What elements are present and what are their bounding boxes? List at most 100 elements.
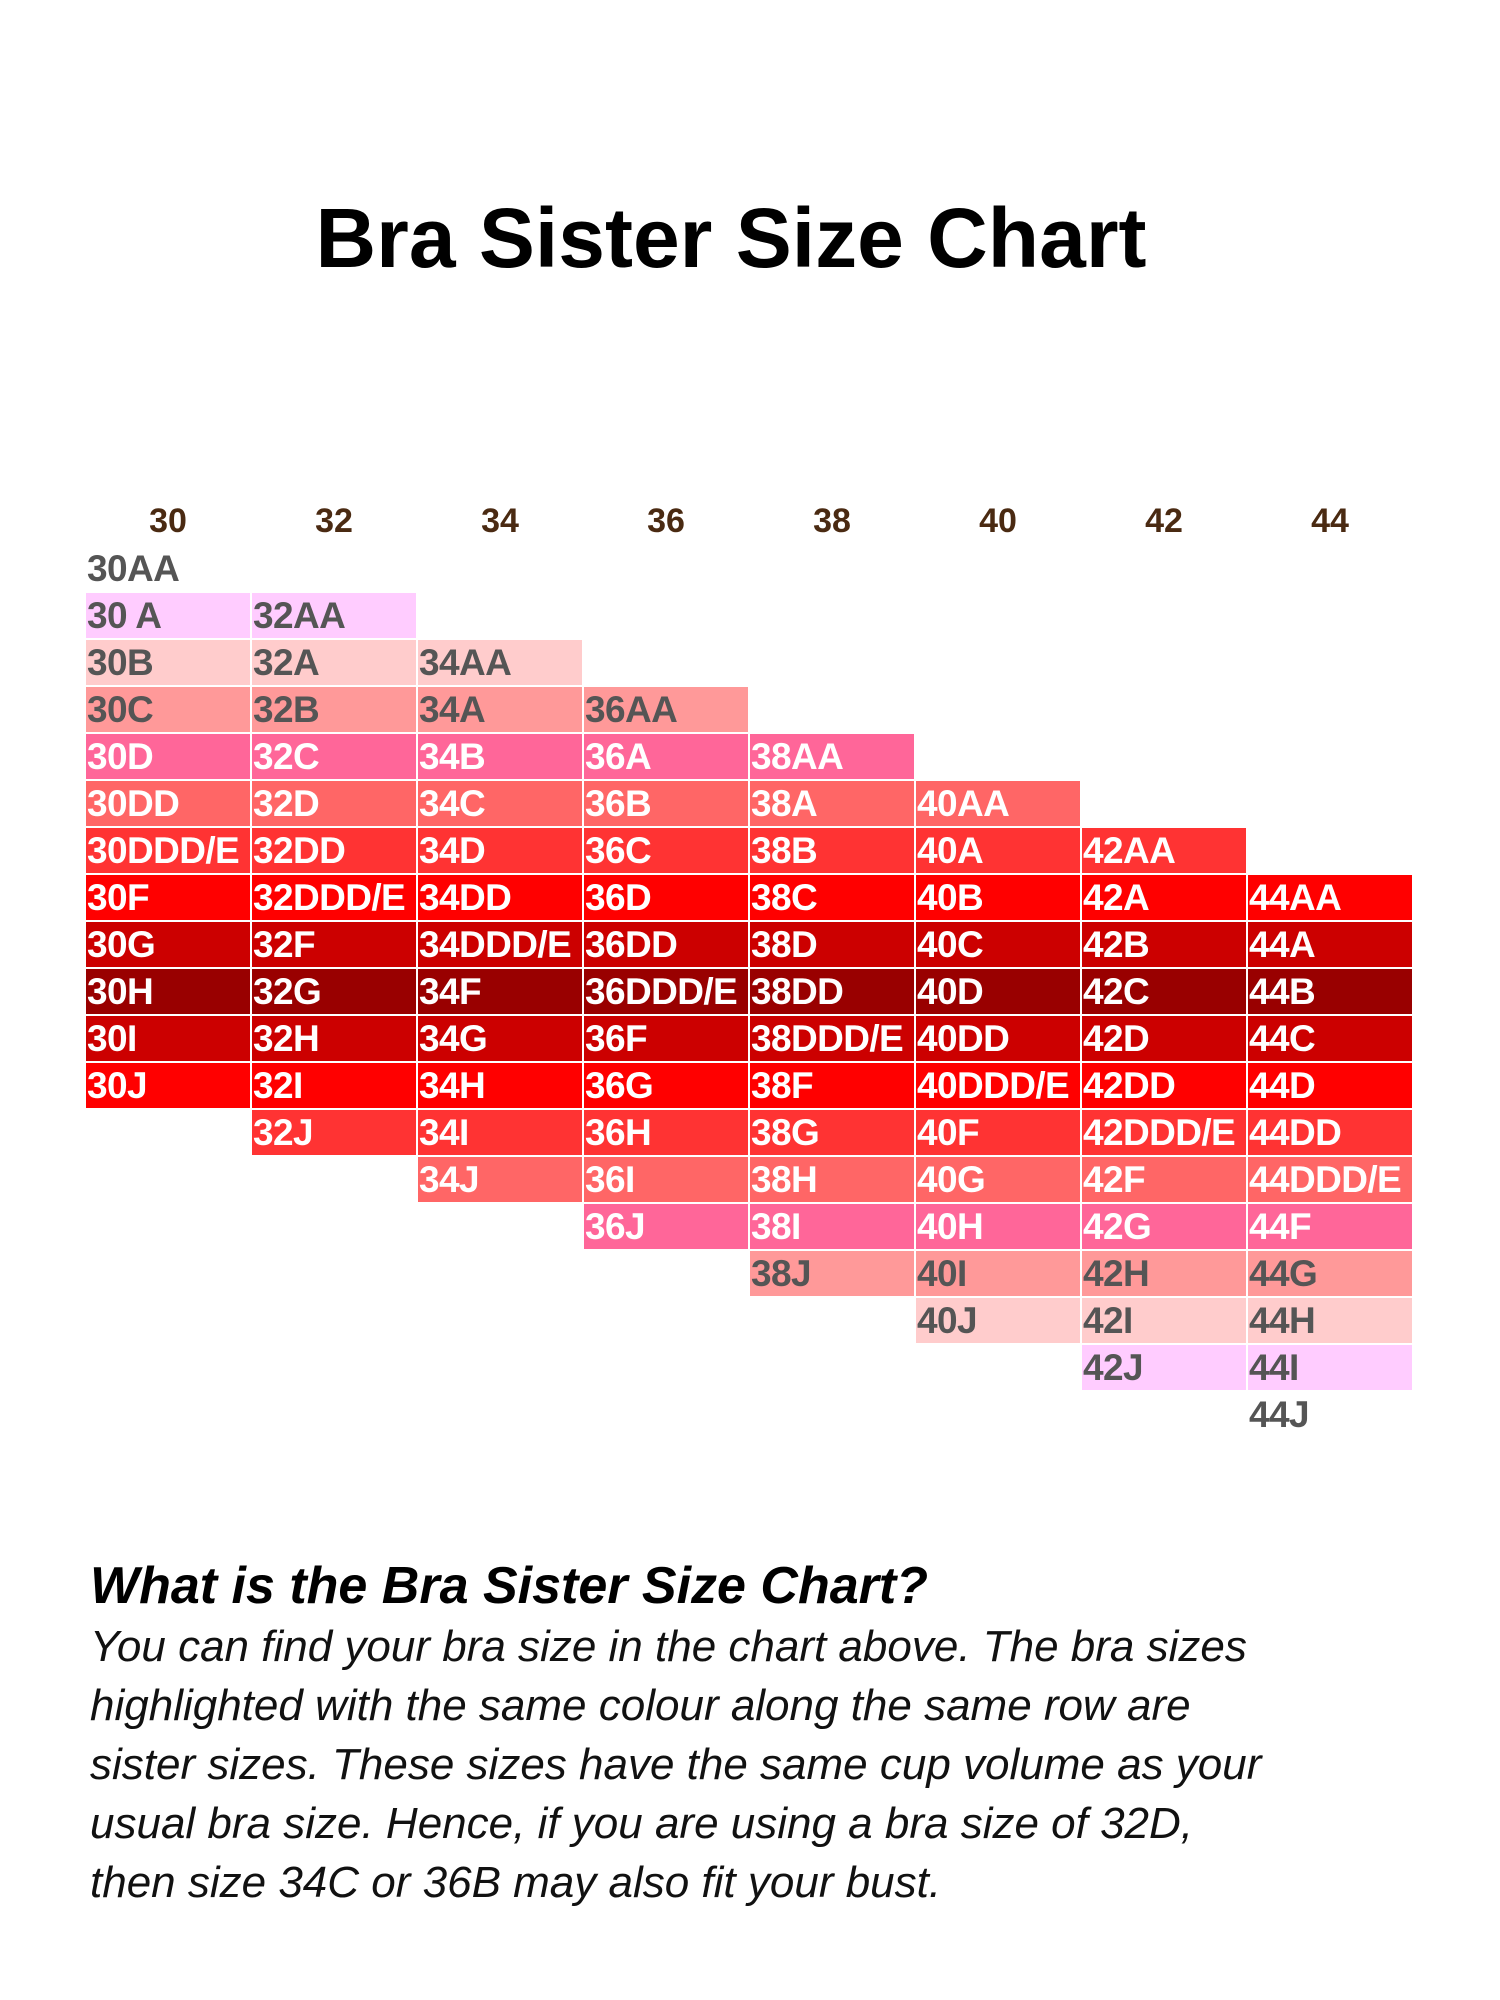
size-cell: 34H [417,1062,583,1109]
size-cell: 30AA [85,545,251,592]
size-cell: 34C [417,780,583,827]
size-cell: 32A [251,639,417,686]
column-header-40: 40 [979,502,1017,540]
size-cell: 30DDD/E [85,827,251,874]
size-cell: 30D [85,733,251,780]
size-cell: 42DD [1081,1062,1247,1109]
size-cell: 38DD [749,968,915,1015]
size-cell: 32I [251,1062,417,1109]
size-cell: 36A [583,733,749,780]
size-cell: 30B [85,639,251,686]
size-cell: 40B [915,874,1081,921]
size-cell: 34I [417,1109,583,1156]
explanation-text: You can find your bra size in the chart … [90,1617,1470,1912]
size-cell: 34A [417,686,583,733]
size-cell: 38G [749,1109,915,1156]
size-cell: 36F [583,1015,749,1062]
size-cell: 42H [1081,1250,1247,1297]
size-cell: 30G [85,921,251,968]
size-cell: 42A [1081,874,1247,921]
size-cell: 38DDD/E [749,1015,915,1062]
size-cell: 34DD [417,874,583,921]
size-cell: 36C [583,827,749,874]
size-cell: 34J [417,1156,583,1203]
size-cell: 38H [749,1156,915,1203]
size-cell: 30F [85,874,251,921]
size-cell: 30 A [85,592,251,639]
size-cell: 40J [915,1297,1081,1344]
size-cell: 36B [583,780,749,827]
size-cell: 38A [749,780,915,827]
size-cell: 40D [915,968,1081,1015]
size-cell: 44G [1247,1250,1413,1297]
size-cell: 44I [1247,1344,1413,1391]
size-cell: 42F [1081,1156,1247,1203]
size-cell: 36I [583,1156,749,1203]
size-cell: 32J [251,1109,417,1156]
size-cell: 42J [1081,1344,1247,1391]
column-header-34: 34 [481,502,519,540]
size-cell: 40H [915,1203,1081,1250]
size-cell: 44H [1247,1297,1413,1344]
size-cell: 40I [915,1250,1081,1297]
column-header-32: 32 [315,502,353,540]
size-cell: 38J [749,1250,915,1297]
size-cell: 44A [1247,921,1413,968]
size-cell: 42DDD/E [1081,1109,1247,1156]
size-cell: 32DDD/E [251,874,417,921]
size-cell: 36G [583,1062,749,1109]
size-cell: 34AA [417,639,583,686]
size-cell: 38B [749,827,915,874]
size-cell: 34DDD/E [417,921,583,968]
size-cell: 34B [417,733,583,780]
size-cell: 36J [583,1203,749,1250]
size-cell: 36DD [583,921,749,968]
size-cell: 30DD [85,780,251,827]
size-cell: 36AA [583,686,749,733]
explanation-line: highlighted with the same colour along t… [90,1681,1191,1730]
size-cell: 38C [749,874,915,921]
size-cell: 32C [251,733,417,780]
size-cell: 30C [85,686,251,733]
column-header-44: 44 [1311,502,1349,540]
size-cell: 40F [915,1109,1081,1156]
column-header-42: 42 [1145,502,1183,540]
size-cell: 40G [915,1156,1081,1203]
size-cell: 40A [915,827,1081,874]
size-cell: 36H [583,1109,749,1156]
size-cell: 36DDD/E [583,968,749,1015]
explanation-line: usual bra size. Hence, if you are using … [90,1799,1194,1848]
size-cell: 38AA [749,733,915,780]
size-cell: 44D [1247,1062,1413,1109]
size-cell: 30I [85,1015,251,1062]
size-cell: 42C [1081,968,1247,1015]
size-cell: 40DD [915,1015,1081,1062]
size-cell: 38F [749,1062,915,1109]
sister-size-table: 30 30AA 30 A 30B 30C 30D 30DD 30DDD/E 30F 30G 30H 3… [85,498,1415,1448]
size-cell: 40C [915,921,1081,968]
size-cell: 42I [1081,1297,1247,1344]
explanation-line: You can find your bra size in the chart … [90,1622,1247,1671]
size-cell: 32F [251,921,417,968]
size-cell: 32H [251,1015,417,1062]
column-header-38: 38 [813,502,851,540]
size-cell: 44AA [1247,874,1413,921]
size-cell: 30H [85,968,251,1015]
size-cell: 34G [417,1015,583,1062]
size-cell: 38D [749,921,915,968]
size-cell: 30J [85,1062,251,1109]
size-cell: 34D [417,827,583,874]
size-cell: 32G [251,968,417,1015]
explanation-line: sister sizes. These sizes have the same … [90,1740,1262,1789]
size-cell: 36D [583,874,749,921]
size-cell: 38I [749,1203,915,1250]
explanation-heading: What is the Bra Sister Size Chart? [90,1557,928,1615]
size-cell: 32AA [251,592,417,639]
size-cell: 32D [251,780,417,827]
size-cell: 44J [1247,1391,1413,1438]
size-cell: 34F [417,968,583,1015]
size-cell: 42B [1081,921,1247,968]
size-cell: 42AA [1081,827,1247,874]
size-cell: 44C [1247,1015,1413,1062]
size-cell: 44B [1247,968,1413,1015]
